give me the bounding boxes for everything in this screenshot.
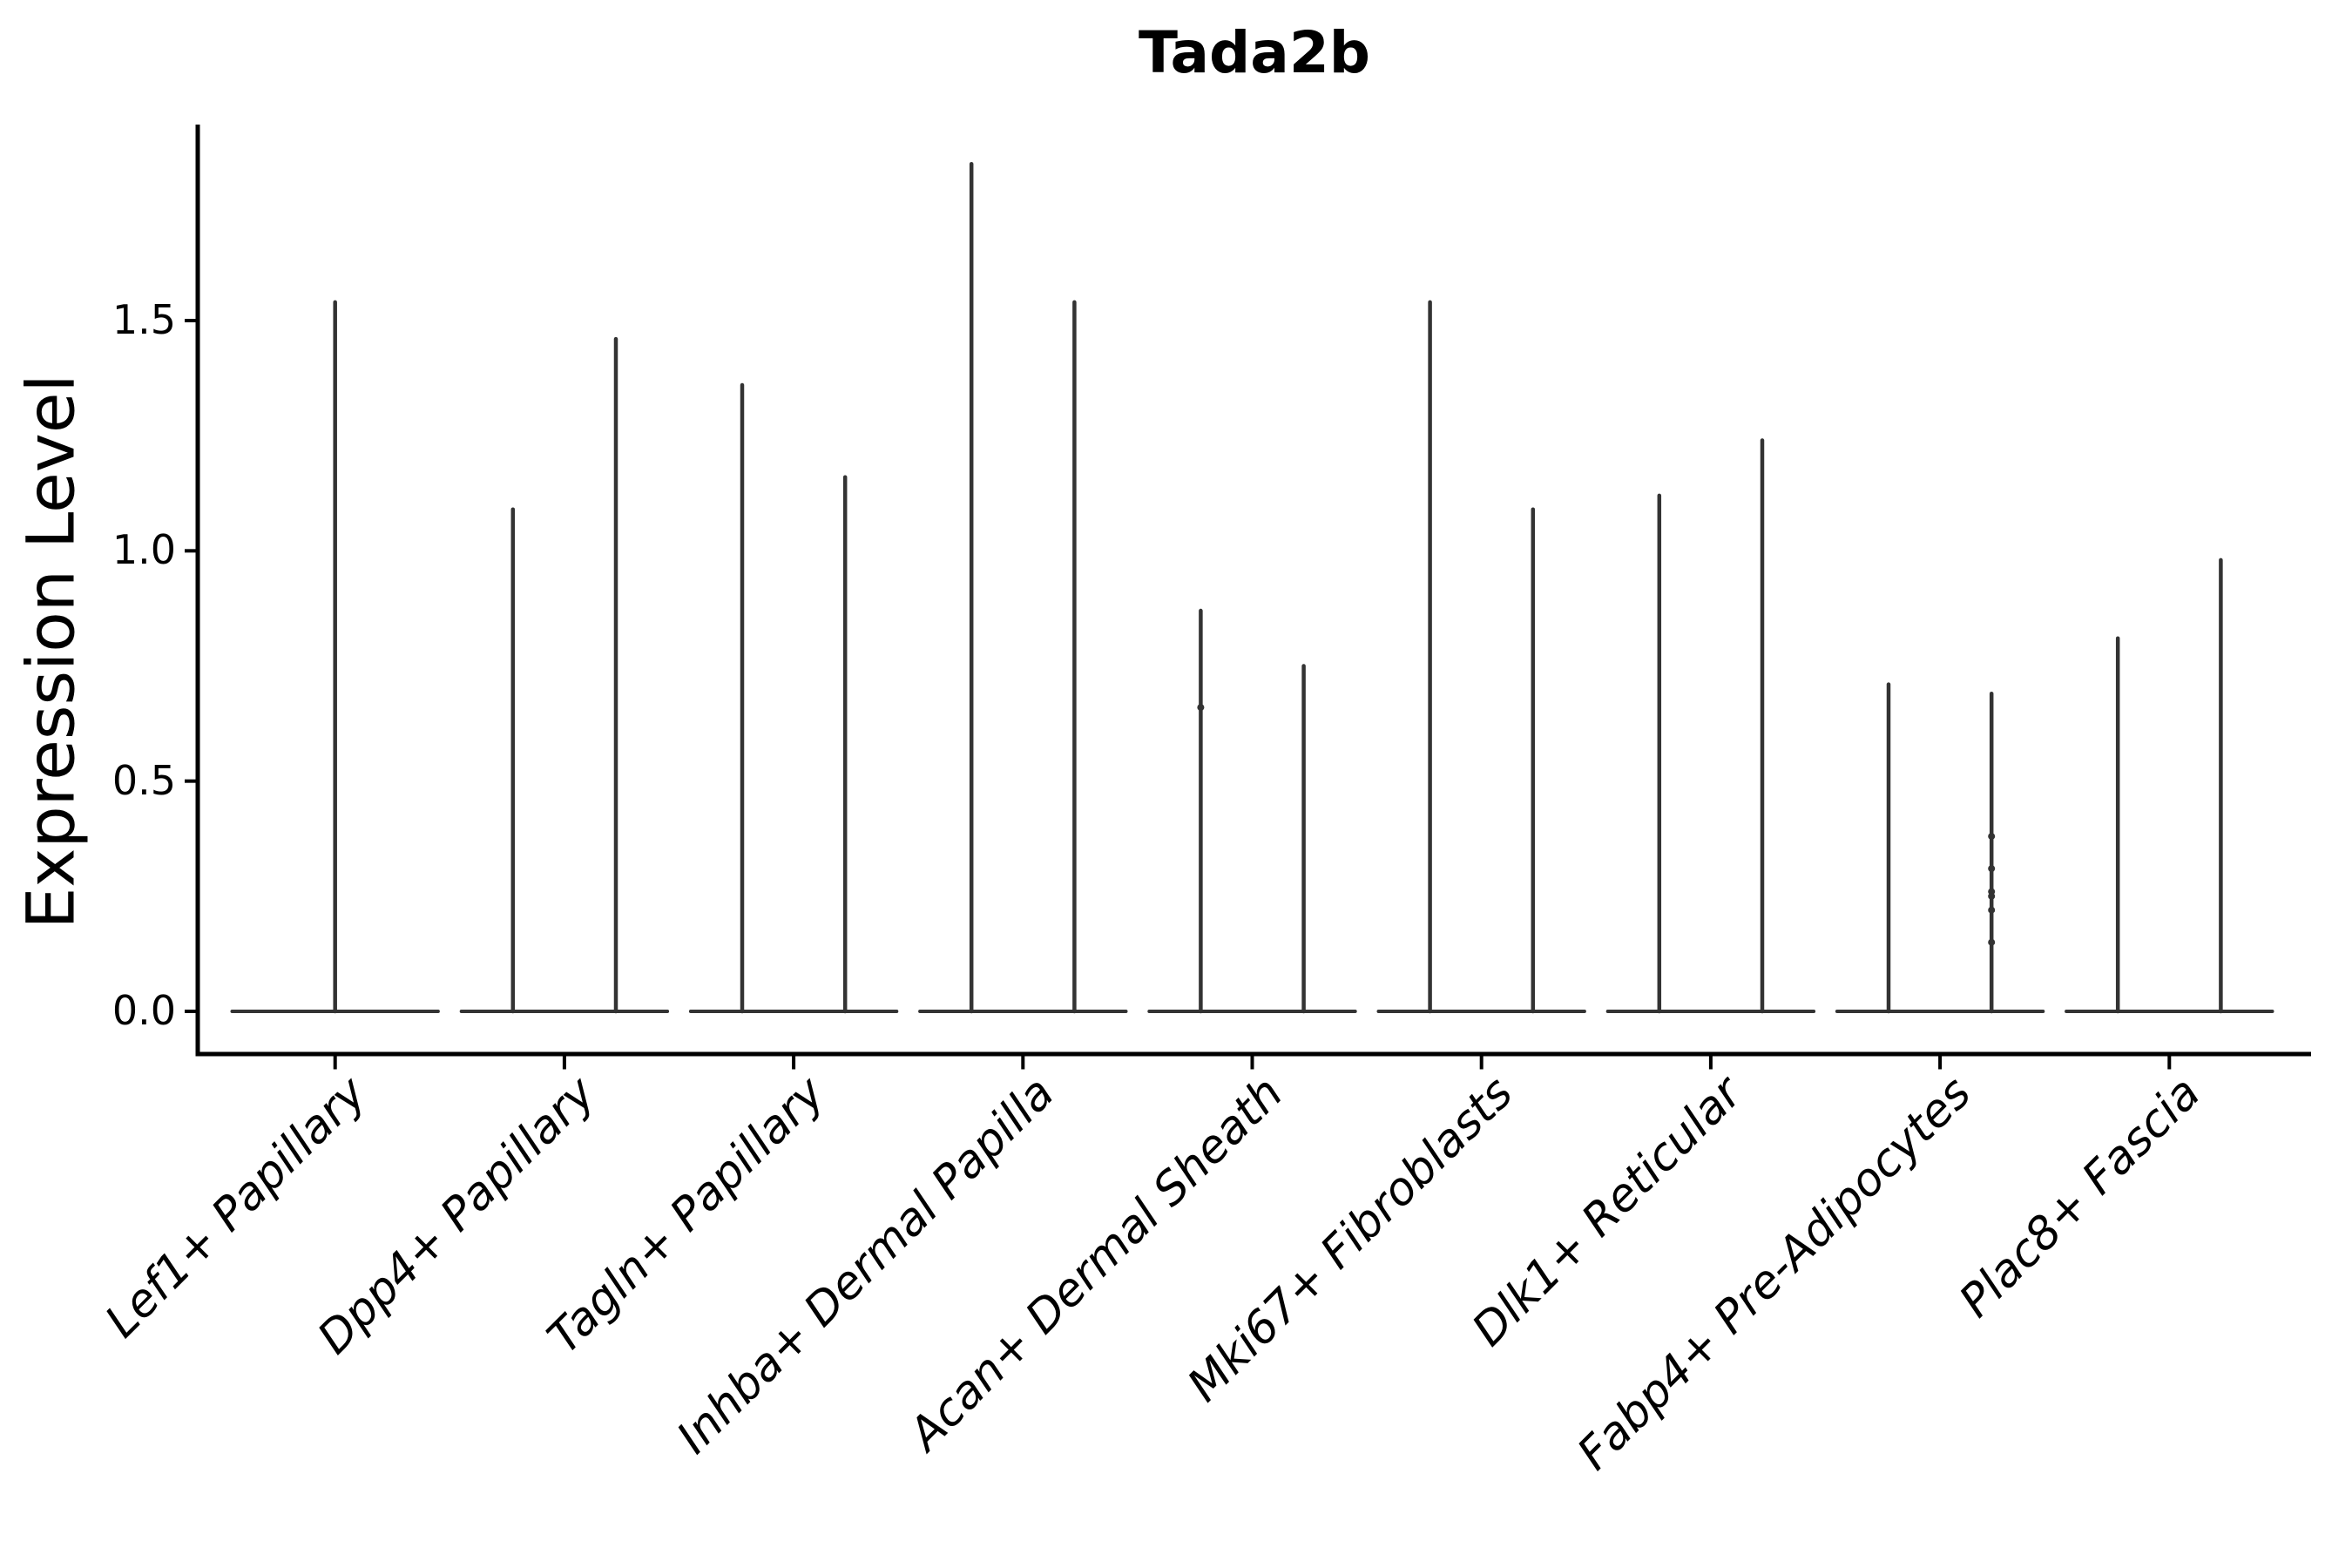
y-tick-label: 0.0 — [112, 986, 176, 1034]
jitter-point — [1988, 833, 1996, 841]
chart-title: Tada2b — [1139, 19, 1370, 86]
y-axis-label: Expression Level — [11, 374, 90, 929]
y-tick-label: 1.0 — [112, 526, 176, 574]
jitter-point — [1988, 906, 1996, 914]
jitter-point — [1988, 938, 1996, 946]
jitter-point — [1988, 865, 1996, 873]
jitter-point — [1197, 704, 1205, 712]
y-tick-label: 1.5 — [112, 295, 176, 343]
y-tick-label: 0.5 — [112, 756, 176, 804]
jitter-point — [1988, 892, 1996, 900]
